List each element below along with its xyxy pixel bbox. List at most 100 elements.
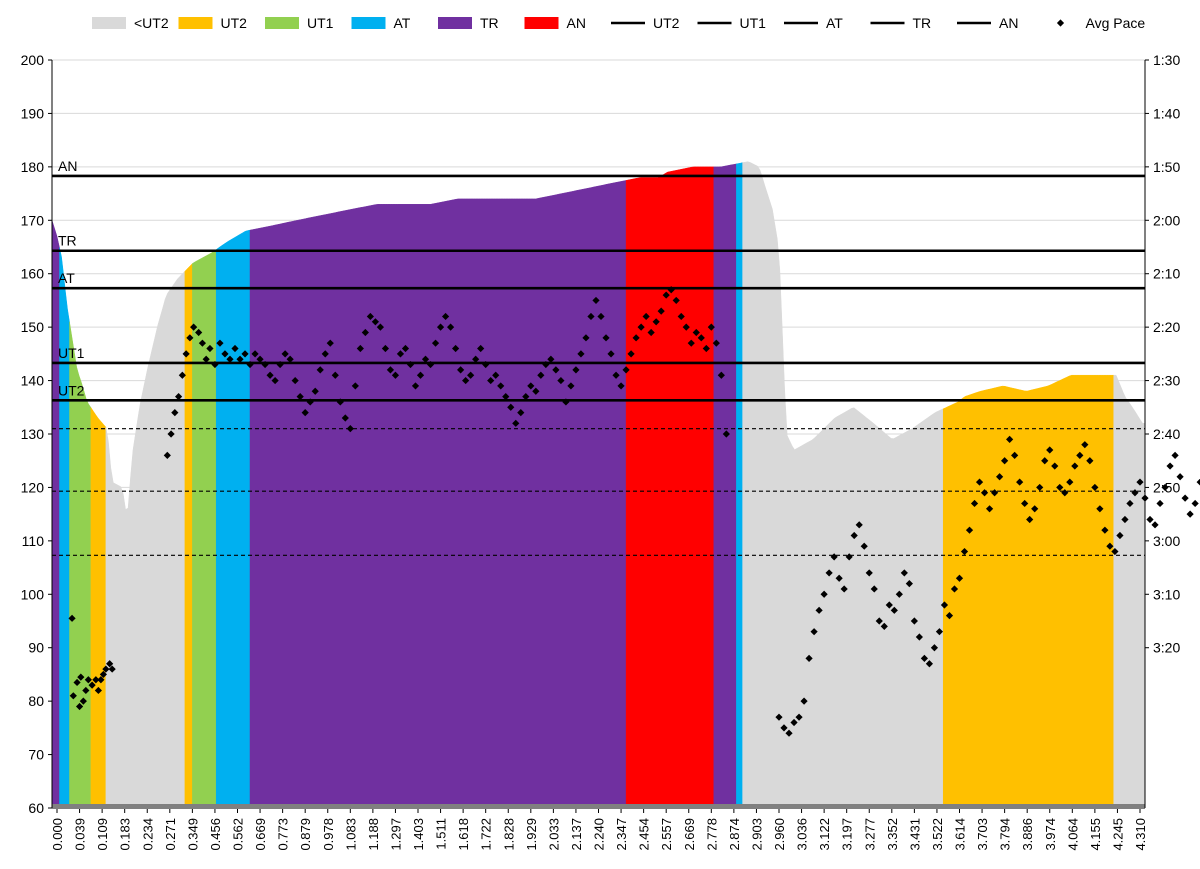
y-left-tick-label: 80 [28,693,44,709]
x-tick-label: 0.234 [140,818,155,851]
pace-point [401,344,410,353]
pace-point [174,393,183,401]
legend-marker-avg-pace [1056,19,1065,27]
zone-area-at [59,247,70,809]
x-tick-label: 3.122 [817,818,832,851]
threshold-label-ut2: UT2 [58,382,85,398]
pace-point [532,387,540,395]
pace-point [512,419,520,427]
pace-point [612,371,620,379]
x-tick-label: 0.978 [321,818,336,851]
pace-point [341,414,349,422]
pace-point [446,323,455,331]
pace-point [1121,515,1129,524]
x-tick-label: 4.155 [1088,818,1103,851]
zone-area-ut2 [90,406,107,809]
pace-point [1086,457,1094,465]
y-right-tick-label: 1:50 [1153,159,1180,175]
x-tick-label: 0.183 [118,818,133,851]
pace-point [642,312,650,321]
pace-point [985,505,994,513]
x-tick-label: 1.403 [411,818,426,851]
pace-point [577,350,585,358]
pace-point [780,724,788,732]
pace-point [336,398,344,406]
pace-point [421,355,430,363]
pace-point [945,612,954,620]
zone-threshold-lines: UT2 UT1 AT TR AN [52,158,1145,402]
pace-point [662,291,670,299]
pace-point [356,344,364,353]
pace-point [1146,515,1154,524]
legend-label-at: AT [394,15,411,31]
pace-point [607,350,615,358]
pace-point [396,350,405,358]
pace-point [697,334,705,342]
pace-point [1041,457,1049,465]
pace-point [1091,483,1099,492]
x-axis-bar [52,804,1145,809]
pace-point [930,644,939,652]
pace-point [672,296,680,305]
x-tick-label: 2.960 [772,818,787,851]
pace-point [186,334,194,342]
legend-label-tr: TR [913,15,932,31]
pace-point [426,360,435,369]
y-right-tick-label: 2:50 [1153,479,1180,495]
y-right-tick-label: 2:30 [1153,373,1180,389]
pace-point [1166,462,1174,470]
pace-point [381,344,390,353]
x-tick-label: 3.431 [907,818,922,851]
pace-point [106,660,114,668]
pace-point [281,350,289,358]
legend-swatch-at [351,17,386,29]
pace-point [261,360,269,369]
pace-point [75,702,84,711]
pace-point [94,686,102,695]
pace-point [965,526,974,534]
pace-point [246,360,254,369]
pace-point [950,585,959,593]
pace-point [296,393,304,401]
pace-point [785,729,793,737]
pace-point [1116,531,1124,540]
pace-point [386,366,395,374]
pace-point [1071,462,1079,470]
zone-area-below-ut2 [105,270,186,809]
pace-point [206,344,214,353]
pace-point [775,713,783,721]
pace-point [195,328,203,337]
pace-point [316,366,324,374]
x-tick-label: 2.778 [704,818,719,851]
pace-point [677,312,685,321]
zone-area-tr [249,180,627,809]
pace-point [582,334,590,342]
pace-point [441,312,450,321]
pace-point [1151,521,1159,529]
y-right-tick-label: 2:00 [1153,212,1180,228]
y-left-tick-label: 160 [21,266,45,282]
pace-point [1186,510,1194,518]
pace-point [805,654,813,662]
y-left-tick-label: 110 [22,533,45,549]
pace-point [602,334,610,342]
pace-point [108,665,116,673]
pace-point [73,678,81,687]
axes: 60 70 80 90 100 110 120 130 140 150 160 170 180 190 20… [21,52,1181,851]
x-tick-label: 4.245 [1110,818,1125,851]
pace-point [975,478,984,486]
pace-point [875,617,883,625]
pace-point [1006,435,1014,443]
legend-label-tr: TR [480,15,499,31]
pace-point [472,355,480,363]
pace-point [391,371,400,379]
pace-point [361,328,369,337]
pace-point [970,499,979,508]
pace-point [216,339,224,347]
pace-point [326,339,334,347]
legend-label-an: AN [567,15,586,31]
pace-point [431,339,440,347]
pace-point [702,344,710,353]
pace-point [682,323,690,331]
y-left-tick-label: 130 [21,426,45,442]
